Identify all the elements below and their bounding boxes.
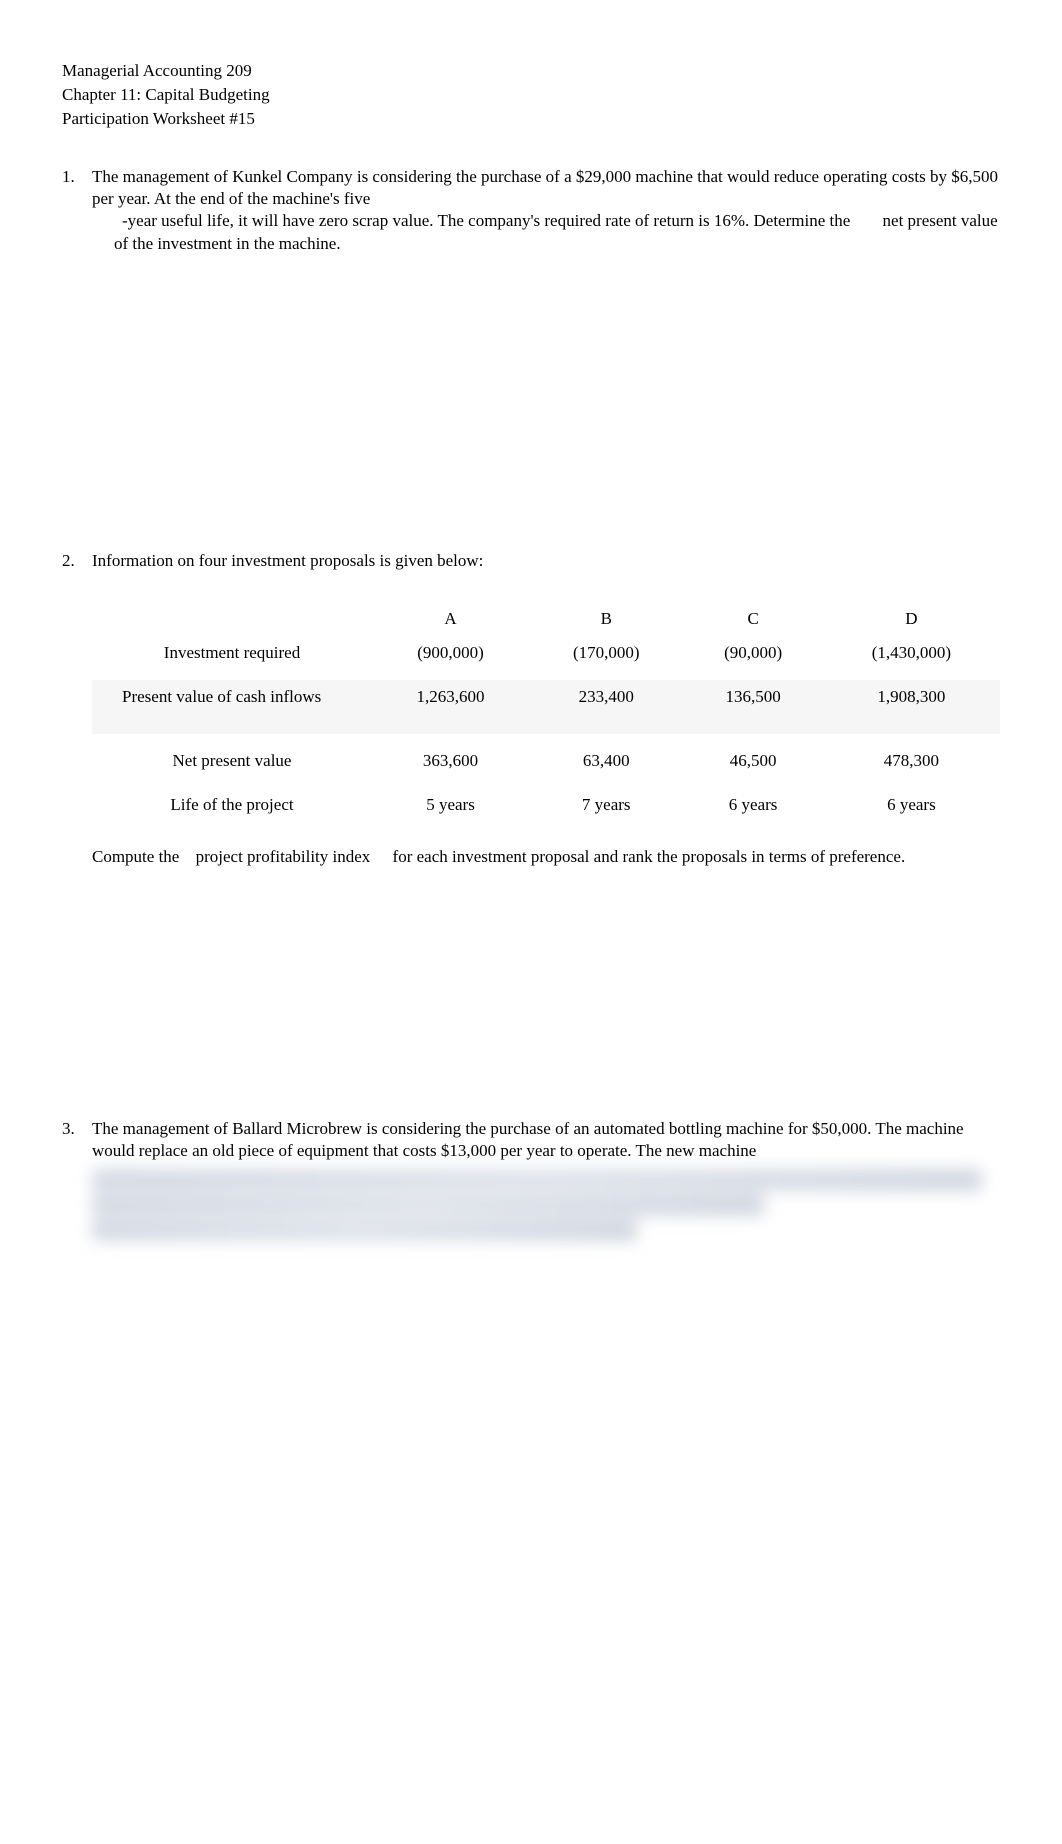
- row-label: Life of the project: [92, 788, 372, 822]
- col-header: A: [372, 602, 529, 636]
- col-header: B: [529, 602, 683, 636]
- table-cell: 1,263,600: [372, 680, 529, 714]
- blurred-content: [92, 1169, 1000, 1241]
- q2-after-1: Compute the: [92, 847, 179, 866]
- problem-body: The management of Kunkel Company is cons…: [92, 166, 1000, 254]
- table-cell: 46,500: [683, 744, 822, 778]
- table-cell: 6 years: [683, 788, 822, 822]
- q2-intro: Information on four investment proposals…: [92, 550, 1000, 572]
- row-label: Present value of cash inflows: [92, 680, 372, 714]
- table-cell: (170,000): [529, 636, 683, 670]
- q2-after-2: project profitability index: [184, 847, 371, 866]
- problem-3: 3. The management of Ballard Microbrew i…: [62, 1118, 1000, 1243]
- course-title: Managerial Accounting 209: [62, 60, 1000, 82]
- table-row: Investment required (900,000) (170,000) …: [92, 636, 1000, 670]
- col-header: C: [683, 602, 822, 636]
- problem-body: The management of Ballard Microbrew is c…: [92, 1118, 1000, 1243]
- problem-1: 1. The management of Kunkel Company is c…: [62, 166, 1000, 254]
- table-cell: 136,500: [683, 680, 822, 714]
- table-cell: 1,908,300: [823, 680, 1000, 714]
- table-row: [92, 724, 1000, 734]
- q2-instruction: Compute the project profitability index …: [92, 846, 1000, 868]
- q1-text-3: of the investment in the machine.: [92, 234, 341, 253]
- q3-text-1: The management of Ballard Microbrew is c…: [92, 1119, 964, 1160]
- table-cell: 63,400: [529, 744, 683, 778]
- proposals-table: A B C D Investment required (900,000) (1…: [92, 602, 1000, 822]
- document-header: Managerial Accounting 209 Chapter 11: Ca…: [62, 60, 1000, 130]
- workspace-2: [62, 888, 1000, 1118]
- table-row: Life of the project 5 years 7 years 6 ye…: [92, 788, 1000, 822]
- table-cell: 478,300: [823, 744, 1000, 778]
- problem-number: 1.: [62, 166, 92, 254]
- problem-body: Information on four investment proposals…: [92, 550, 1000, 869]
- q1-text-1: The management of Kunkel Company is cons…: [92, 167, 998, 208]
- table-cell: 7 years: [529, 788, 683, 822]
- workspace-3: [62, 1264, 1000, 1784]
- col-header: D: [823, 602, 1000, 636]
- row-label: Investment required: [92, 636, 372, 670]
- problem-2: 2. Information on four investment propos…: [62, 550, 1000, 869]
- table-cell: (1,430,000): [823, 636, 1000, 670]
- problem-number: 3.: [62, 1118, 92, 1243]
- worksheet-title: Participation Worksheet #15: [62, 108, 1000, 130]
- workspace-1: [62, 275, 1000, 550]
- table-cell: (900,000): [372, 636, 529, 670]
- q2-after-3: for each investment proposal and rank th…: [375, 847, 906, 866]
- blurred-line: [92, 1194, 764, 1216]
- problem-number: 2.: [62, 550, 92, 869]
- table-cell: 363,600: [372, 744, 529, 778]
- row-label: Net present value: [92, 744, 372, 778]
- table-row: [92, 714, 1000, 724]
- table-header-row: A B C D: [92, 602, 1000, 636]
- table-cell: [92, 602, 372, 636]
- table-cell: 5 years: [372, 788, 529, 822]
- table-cell: 233,400: [529, 680, 683, 714]
- chapter-title: Chapter 11: Capital Budgeting: [62, 84, 1000, 106]
- blurred-line: [92, 1169, 982, 1191]
- table-row: Present value of cash inflows 1,263,600 …: [92, 680, 1000, 714]
- table-cell: (90,000): [683, 636, 822, 670]
- table-row: Net present value 363,600 63,400 46,500 …: [92, 744, 1000, 778]
- blurred-line: [92, 1219, 637, 1241]
- q1-text-npv: net present value: [855, 211, 998, 230]
- q1-text-2: -year useful life, it will have zero scr…: [92, 211, 850, 230]
- table-cell: 6 years: [823, 788, 1000, 822]
